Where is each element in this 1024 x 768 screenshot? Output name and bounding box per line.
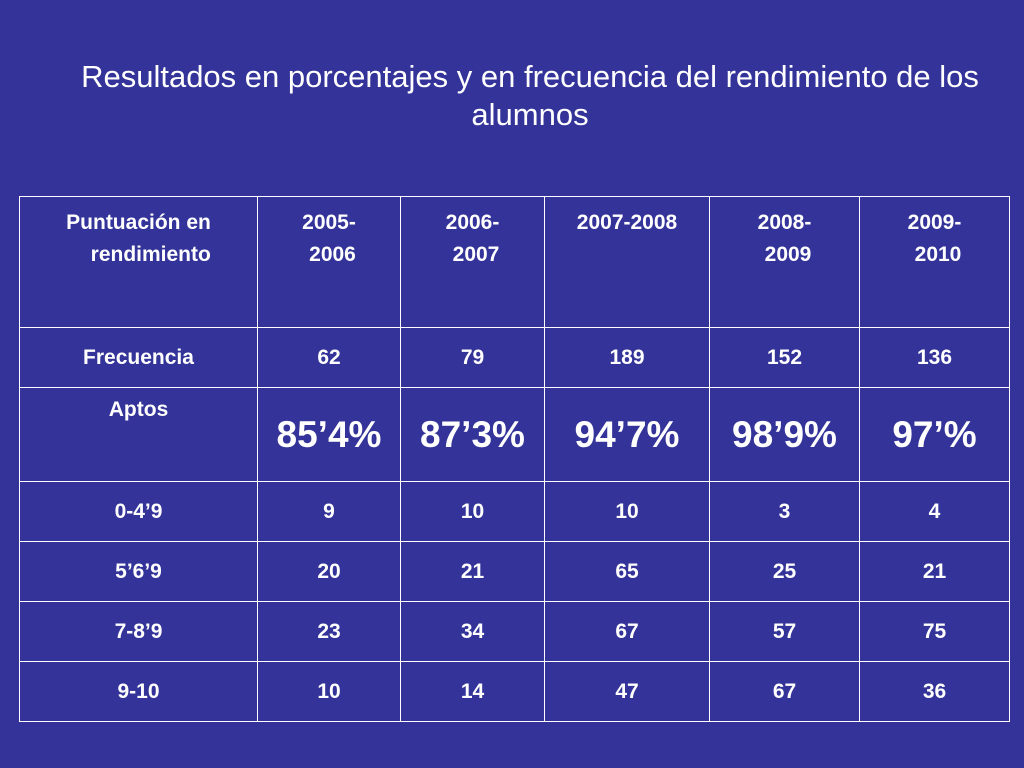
table-cell: 23 — [257, 601, 401, 662]
table-cell: 4 — [859, 481, 1010, 542]
header-cell-year: 2009- 2010 — [859, 196, 1010, 328]
table-cell: 97’% — [859, 387, 1010, 482]
table-row: 7-8’9 23 34 67 57 75 — [19, 601, 1010, 662]
table-cell: 136 — [859, 327, 1010, 388]
table-row: 9-10 10 14 47 67 36 — [19, 661, 1010, 722]
table-cell: 79 — [400, 327, 545, 388]
row-label: Frecuencia — [19, 327, 258, 388]
table-cell: 87’3% — [400, 387, 545, 482]
table-row-aptos: Aptos 85’4% 87’3% 94’7% 98’9% 97’% — [19, 387, 1010, 482]
year-line1: 2005- — [302, 211, 356, 234]
table-cell: 25 — [709, 541, 860, 602]
year-line1: 2009- — [907, 211, 962, 234]
table-header-row: Puntuación en rendimiento 2005- 2006 2006… — [19, 196, 1010, 328]
table-cell: 62 — [257, 327, 401, 388]
table-row: 5’6’9 20 21 65 25 21 — [19, 541, 1010, 602]
header-cell-year: 2005- 2006 — [257, 196, 401, 328]
table-row: 0-4’9 9 10 10 3 4 — [19, 481, 1010, 542]
row-label: 9-10 — [19, 661, 258, 722]
row-label: Aptos — [19, 387, 258, 482]
table-cell: 75 — [859, 601, 1010, 662]
year-line2: 2010 — [914, 243, 962, 266]
table-cell: 20 — [257, 541, 401, 602]
table-cell: 14 — [400, 661, 545, 722]
year-line1: 2007-2008 — [576, 211, 678, 234]
header-label-line2: rendimiento — [90, 243, 211, 266]
row-label: 5’6’9 — [19, 541, 258, 602]
table-cell: 34 — [400, 601, 545, 662]
table-cell: 98’9% — [709, 387, 860, 482]
row-label: 0-4’9 — [19, 481, 258, 542]
table-cell: 10 — [544, 481, 710, 542]
table-cell: 94’7% — [544, 387, 710, 482]
year-line2: 2007 — [452, 243, 500, 266]
table-cell: 67 — [544, 601, 710, 662]
table-cell: 85’4% — [257, 387, 401, 482]
table-cell: 36 — [859, 661, 1010, 722]
year-line1: 2006- — [445, 211, 500, 234]
table-cell: 10 — [257, 661, 401, 722]
table-cell: 10 — [400, 481, 545, 542]
results-table: Puntuación en rendimiento 2005- 2006 2006… — [19, 196, 1010, 722]
table-cell: 21 — [400, 541, 545, 602]
table-cell: 21 — [859, 541, 1010, 602]
table-cell: 9 — [257, 481, 401, 542]
table-cell: 189 — [544, 327, 710, 388]
header-cell-year: 2007-2008 — [544, 196, 710, 328]
row-label: 7-8’9 — [19, 601, 258, 662]
table-cell: 67 — [709, 661, 860, 722]
table-cell: 152 — [709, 327, 860, 388]
table-cell: 65 — [544, 541, 710, 602]
year-line1: 2008- — [757, 211, 812, 234]
header-cell-puntuacion: Puntuación en rendimiento — [19, 196, 258, 328]
slide-title: Resultados en porcentajes y en frecuenci… — [81, 59, 979, 132]
table-cell: 47 — [544, 661, 710, 722]
header-cell-year: 2008- 2009 — [709, 196, 860, 328]
header-cell-year: 2006- 2007 — [400, 196, 545, 328]
table-row-frecuencia: Frecuencia 62 79 189 152 136 — [19, 327, 1010, 388]
header-label-line1: Puntuación en — [66, 211, 211, 234]
table-cell: 57 — [709, 601, 860, 662]
year-line2: 2009 — [764, 243, 812, 266]
year-line2: 2006 — [309, 243, 356, 266]
table-cell: 3 — [709, 481, 860, 542]
